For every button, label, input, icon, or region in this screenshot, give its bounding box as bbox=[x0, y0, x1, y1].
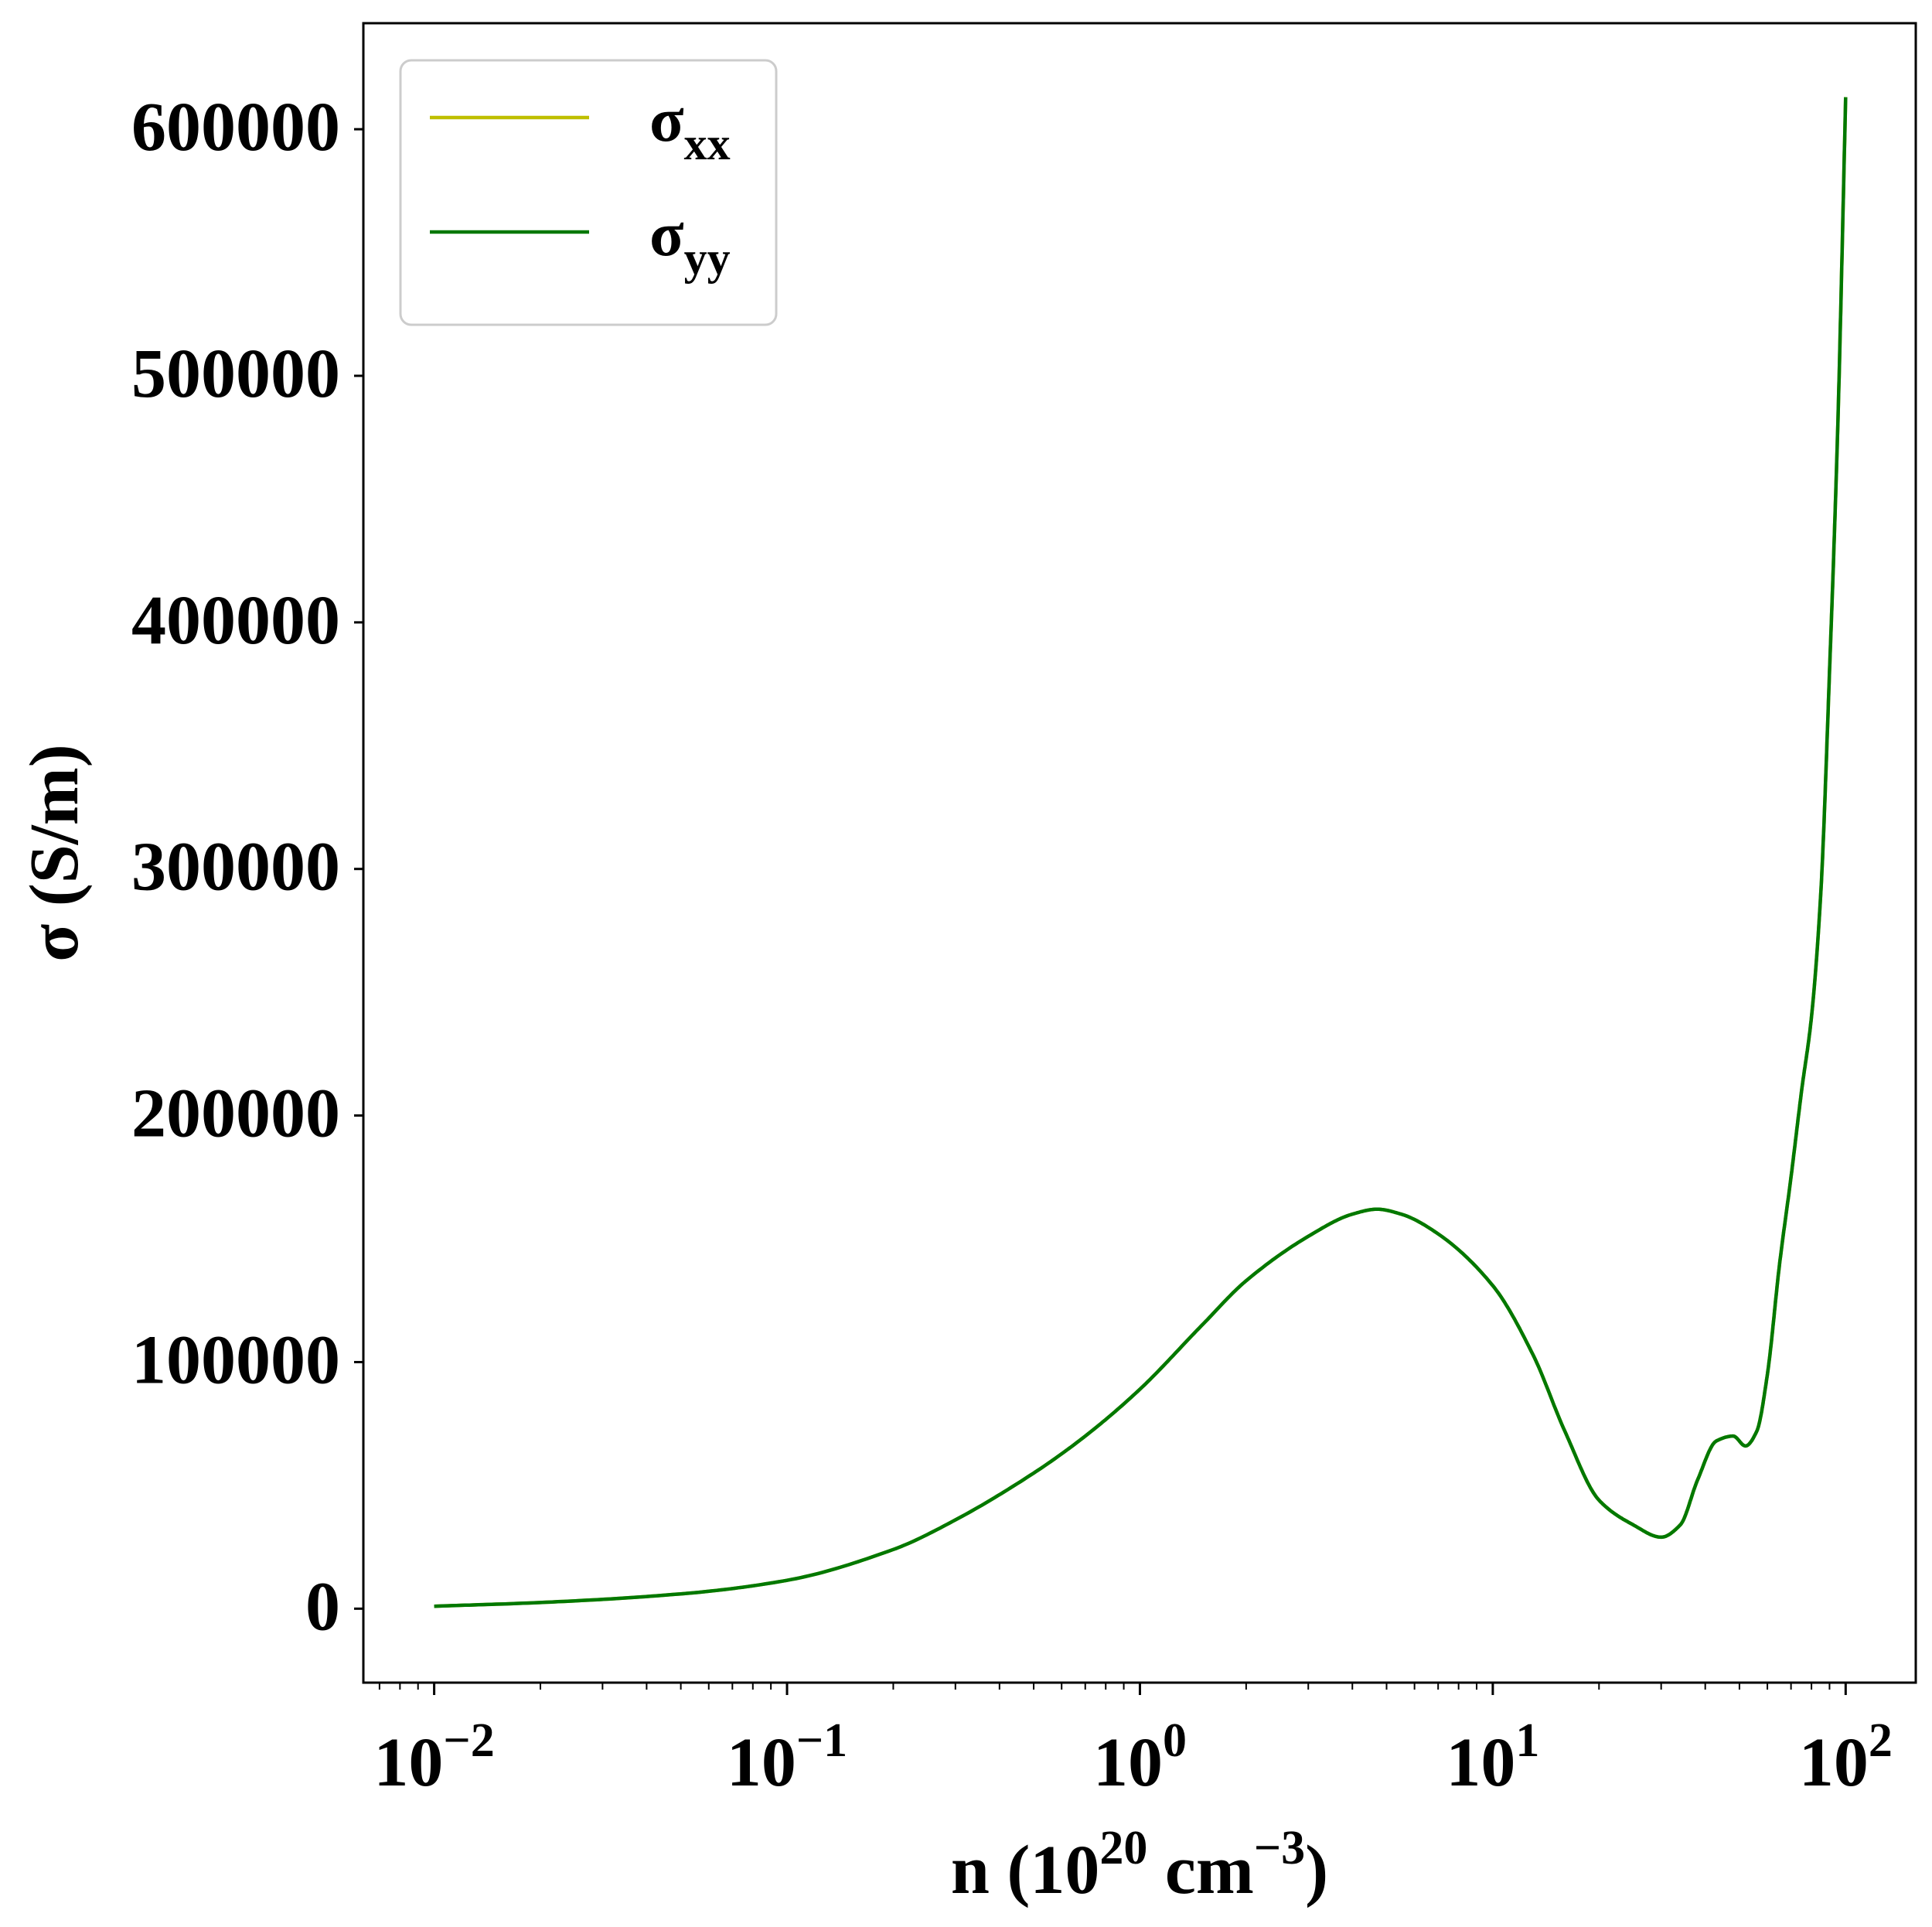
y-tick-label: 100000 bbox=[131, 1322, 340, 1398]
y-axis-title: σ (S/m) bbox=[16, 744, 93, 961]
axes: 0 100000 200000 300000 400000 500000 600000 10−… bbox=[16, 22, 1917, 1908]
y-tick-label: 500000 bbox=[131, 336, 340, 412]
y-tick-label: 600000 bbox=[131, 89, 340, 165]
x-tick-label: 10−1 bbox=[727, 1714, 847, 1801]
x-tick-label: 101 bbox=[1446, 1714, 1539, 1801]
y-tick-label: 0 bbox=[305, 1568, 340, 1645]
series-line-sigma-yy bbox=[434, 97, 1848, 1608]
y-tick-label: 400000 bbox=[131, 582, 340, 659]
y-tick-label: 200000 bbox=[131, 1076, 340, 1152]
x-axis-title: n (1020 cm−3) bbox=[951, 1822, 1328, 1908]
legend-box bbox=[399, 59, 778, 326]
legend-label-sigma-xx: σxx bbox=[649, 84, 731, 169]
legend: σxx σyy bbox=[399, 59, 778, 326]
x-tick-label: 10−2 bbox=[373, 1714, 494, 1801]
legend-label-sigma-yy: σyy bbox=[649, 199, 731, 284]
x-tick-label: 102 bbox=[1799, 1714, 1893, 1801]
x-tick-label: 100 bbox=[1093, 1714, 1187, 1801]
plot-area bbox=[434, 97, 1848, 1608]
y-tick-label: 300000 bbox=[131, 829, 340, 906]
